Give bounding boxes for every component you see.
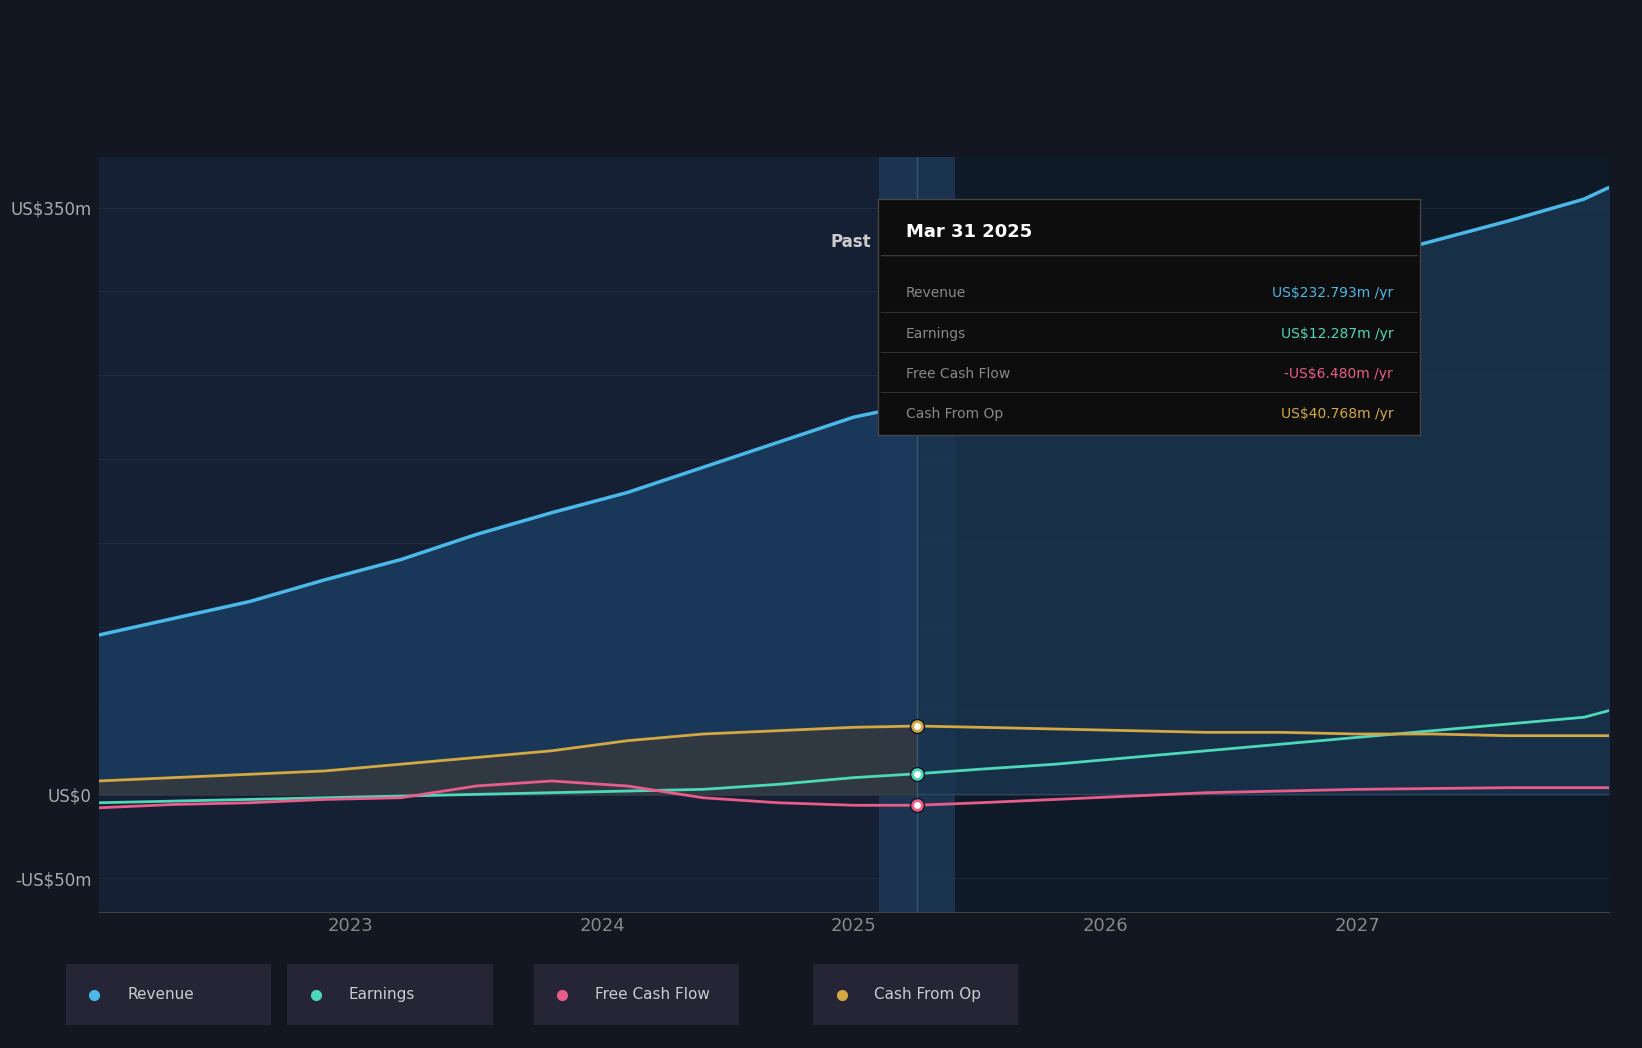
Bar	[878, 157, 954, 912]
Text: Mar 31 2025: Mar 31 2025	[906, 223, 1031, 241]
Text: US$40.768m /yr: US$40.768m /yr	[1281, 407, 1392, 420]
Text: Past: Past	[831, 233, 872, 250]
Text: US$12.287m /yr: US$12.287m /yr	[1281, 327, 1392, 341]
Text: Cash From Op: Cash From Op	[875, 987, 982, 1002]
Text: Analysts Forecasts: Analysts Forecasts	[962, 233, 1117, 250]
Text: US$232.793m /yr: US$232.793m /yr	[1273, 286, 1392, 301]
Text: Earnings: Earnings	[348, 987, 415, 1002]
Bar	[916, 157, 1609, 912]
Bar	[99, 157, 916, 912]
Text: Cash From Op: Cash From Op	[906, 407, 1003, 420]
Text: Free Cash Flow: Free Cash Flow	[906, 367, 1010, 380]
Text: Revenue: Revenue	[906, 286, 965, 301]
Text: Revenue: Revenue	[128, 987, 194, 1002]
Text: -US$6.480m /yr: -US$6.480m /yr	[1284, 367, 1392, 380]
Text: Earnings: Earnings	[906, 327, 965, 341]
Text: Free Cash Flow: Free Cash Flow	[596, 987, 709, 1002]
